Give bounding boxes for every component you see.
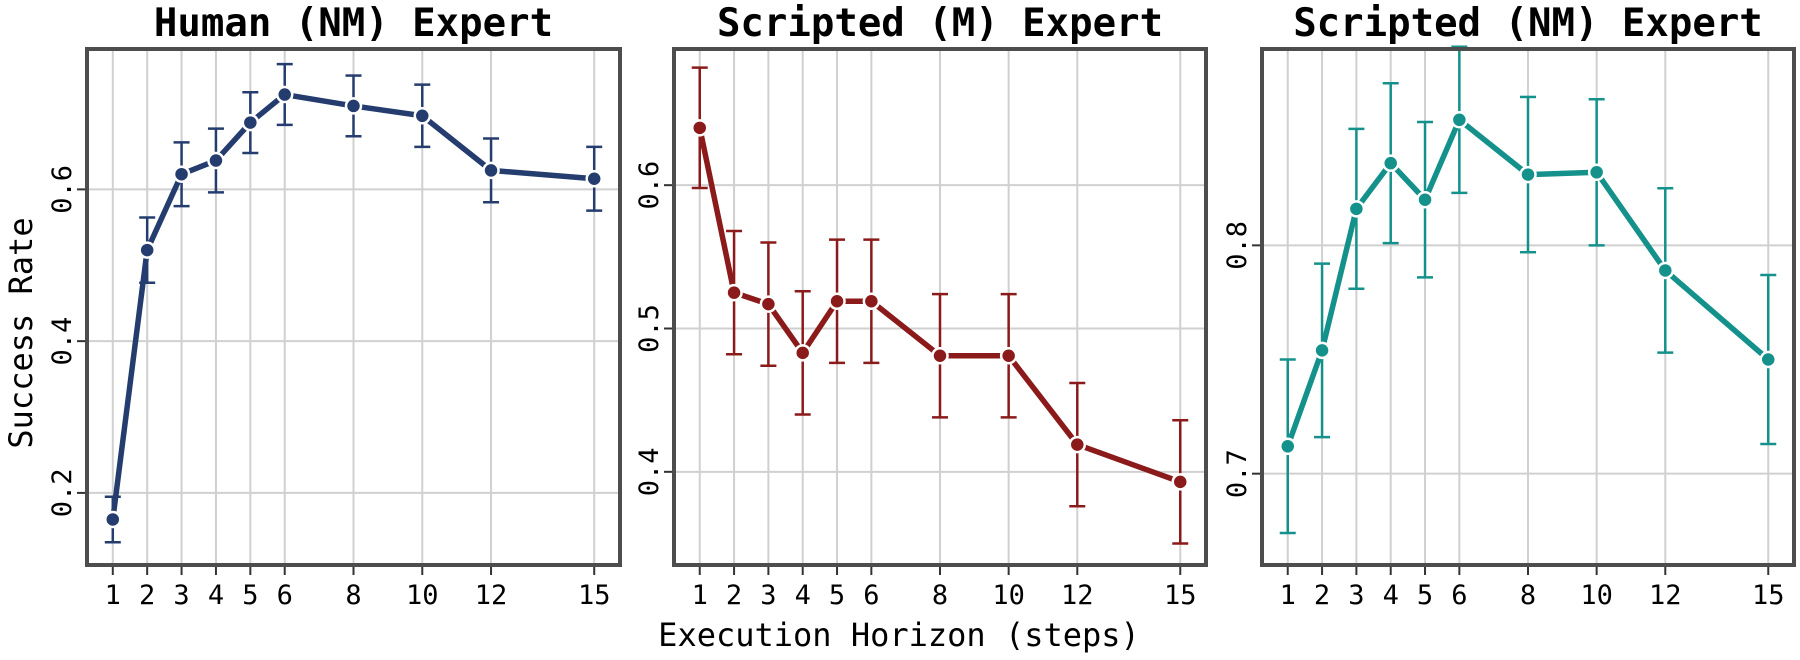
x-tick-label: 3 — [173, 580, 189, 611]
x-tick-label: 1 — [105, 580, 121, 611]
data-point — [1278, 437, 1297, 456]
data-point — [1171, 473, 1190, 491]
x-tick-label: 10 — [1580, 580, 1613, 611]
data-point — [1313, 341, 1331, 360]
x-tick-label: 6 — [1451, 580, 1467, 611]
data-point — [862, 292, 881, 311]
data-point — [1587, 163, 1606, 182]
x-tick-label: 1 — [1280, 580, 1296, 611]
data-point — [138, 241, 156, 259]
data-point — [172, 165, 191, 183]
chart-title: Human (NM) Expert — [154, 1, 553, 46]
x-tick-label: 8 — [1520, 580, 1536, 611]
x-tick-label: 3 — [1348, 580, 1364, 611]
x-tick-label: 12 — [1061, 580, 1094, 611]
data-point — [999, 346, 1018, 365]
x-tick-label: 10 — [992, 580, 1025, 611]
axes-frame — [85, 47, 622, 567]
data-point — [585, 170, 603, 188]
x-tick-label: 15 — [1164, 580, 1197, 611]
chart-title: Scripted (NM) Expert — [1293, 1, 1763, 46]
data-point — [1656, 261, 1675, 280]
x-tick-label: 4 — [208, 580, 224, 611]
data-point — [1416, 190, 1434, 209]
x-tick-label: 1 — [692, 580, 708, 611]
data-point — [1450, 111, 1469, 129]
series-line — [1284, 117, 1772, 450]
data-point — [104, 510, 122, 529]
x-tick-label: 15 — [578, 580, 611, 611]
x-tick-label: 8 — [345, 580, 361, 611]
y-tick-label: 0.6 — [47, 165, 78, 214]
series-line — [110, 91, 597, 523]
data-point — [1381, 154, 1400, 172]
x-tick-label: 5 — [829, 580, 845, 611]
data-point — [828, 292, 846, 311]
x-tick-label: 4 — [1383, 580, 1399, 611]
chart-title: Scripted (M) Expert — [717, 1, 1163, 46]
x-tick-label: 2 — [1314, 580, 1330, 611]
series-line — [696, 125, 1184, 485]
y-axis-label: Success Rate — [2, 217, 40, 448]
x-tick-label: 6 — [277, 580, 293, 611]
x-tick-label: 4 — [795, 580, 811, 611]
data-point — [931, 346, 949, 365]
axes-frame — [1260, 47, 1796, 567]
y-tick-label: 0.5 — [634, 304, 665, 353]
data-point — [725, 283, 743, 302]
x-tick-label: 3 — [760, 580, 776, 611]
axes-frame — [672, 47, 1208, 567]
data-point — [241, 113, 260, 132]
data-point — [413, 107, 432, 125]
x-tick-label: 8 — [932, 580, 948, 611]
data-point — [690, 119, 709, 137]
data-point — [793, 344, 812, 362]
y-tick-label: 0.8 — [1222, 221, 1253, 270]
data-point — [759, 295, 778, 313]
x-tick-label: 2 — [139, 580, 155, 611]
x-tick-label: 5 — [242, 580, 258, 611]
x-tick-label: 10 — [406, 580, 439, 611]
data-point — [275, 85, 294, 104]
y-tick-label: 0.4 — [47, 317, 78, 366]
x-axis-label: Execution Horizon (steps) — [658, 616, 1140, 654]
data-point — [1347, 200, 1366, 218]
x-tick-label: 6 — [863, 580, 879, 611]
x-tick-label: 2 — [726, 580, 742, 611]
y-tick-label: 0.6 — [634, 161, 665, 210]
x-tick-label: 12 — [1649, 580, 1682, 611]
x-tick-label: 12 — [475, 580, 508, 611]
data-point — [1068, 435, 1087, 454]
x-tick-label: 15 — [1752, 580, 1785, 611]
data-point — [1759, 350, 1778, 369]
data-point — [1519, 165, 1537, 184]
data-point — [344, 97, 363, 115]
data-point — [482, 161, 500, 180]
y-tick-label: 0.2 — [47, 469, 78, 518]
y-tick-label: 0.4 — [634, 447, 665, 496]
y-tick-label: 0.7 — [1222, 449, 1253, 498]
x-tick-label: 5 — [1417, 580, 1433, 611]
data-point — [207, 151, 225, 170]
